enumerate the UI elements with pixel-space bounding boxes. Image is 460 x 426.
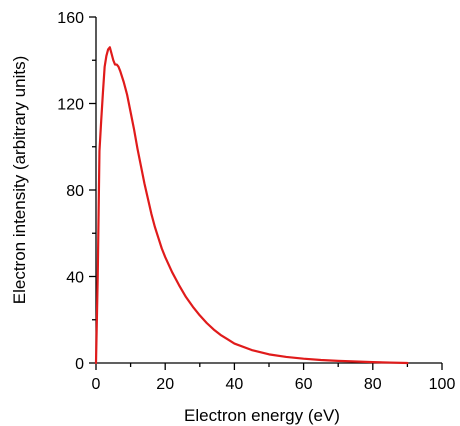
axes bbox=[95, 17, 442, 364]
ticks bbox=[89, 16, 443, 370]
x-tick-label: 40 bbox=[226, 376, 244, 393]
series-line bbox=[94, 46, 409, 365]
x-tick-label: 80 bbox=[364, 376, 382, 393]
tick-labels: 0 20 40 60 80 100 0 40 80 120 160 bbox=[57, 10, 455, 393]
y-tick-label: 40 bbox=[66, 270, 84, 287]
y-axis-title: Electron intensity (arbitrary units) bbox=[10, 56, 29, 304]
x-axis-title: Electron energy (eV) bbox=[184, 406, 340, 425]
series-layer bbox=[94, 46, 409, 365]
x-tick-label: 0 bbox=[92, 376, 101, 393]
x-tick-label: 60 bbox=[295, 376, 313, 393]
x-tick-label: 20 bbox=[156, 376, 174, 393]
y-tick-label: 120 bbox=[57, 97, 84, 114]
y-tick-label: 0 bbox=[75, 356, 84, 373]
x-tick-label: 100 bbox=[429, 376, 456, 393]
y-tick-label: 80 bbox=[66, 183, 84, 200]
y-tick-label: 160 bbox=[57, 10, 84, 27]
